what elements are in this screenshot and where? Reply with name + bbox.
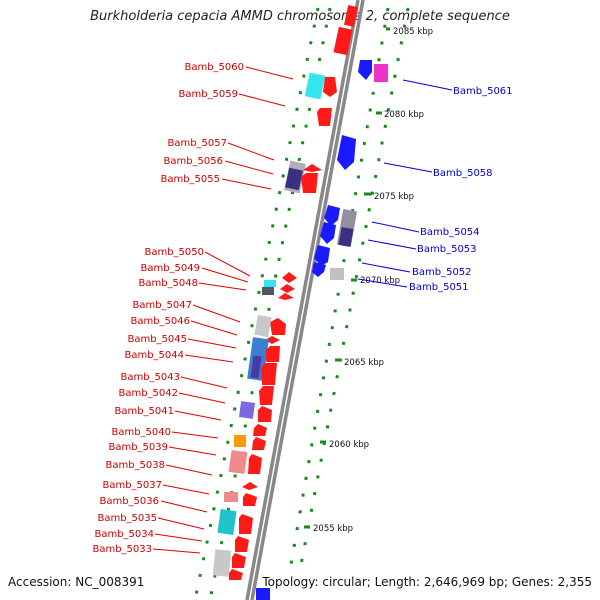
gene-box (264, 280, 276, 287)
gene-arrow (320, 222, 336, 244)
gene-arrow (265, 336, 280, 344)
gene-label-bamb-5059[interactable]: Bamb_5059 (178, 89, 238, 100)
forward-gene-labels: Bamb_5060 Bamb_5059 Bamb_5057 Bamb_5056 … (92, 62, 244, 555)
gene-arrow (243, 493, 257, 506)
gene-label-bamb-5035[interactable]: Bamb_5035 (97, 513, 157, 524)
gene-box (228, 449, 248, 475)
forward-strand-genes (212, 5, 358, 580)
gene-label-bamb-5044[interactable]: Bamb_5044 (124, 350, 184, 361)
gene-arrow (248, 454, 262, 474)
chromosome-backbone (245, 0, 365, 600)
gene-label-bamb-5049[interactable]: Bamb_5049 (140, 263, 200, 274)
gene-label-bamb-5057[interactable]: Bamb_5057 (167, 138, 227, 149)
gene-label-bamb-5047[interactable]: Bamb_5047 (132, 300, 192, 311)
gene-arrow (261, 363, 277, 385)
gene-arrow (312, 262, 326, 277)
gene-arrow (270, 318, 286, 335)
gene-label-bamb-5045[interactable]: Bamb_5045 (127, 334, 187, 345)
gene-box (262, 287, 274, 295)
scale-label-2080: 2080 kbp (384, 110, 424, 120)
gene-label-bamb-5036[interactable]: Bamb_5036 (99, 496, 159, 507)
gene-box (285, 167, 303, 191)
gene-arrow (252, 437, 266, 450)
gene-box (250, 355, 262, 379)
scale-label-2075: 2075 kbp (374, 192, 414, 202)
gene-label-bamb-5054[interactable]: Bamb_5054 (420, 227, 480, 238)
gene-arrow (324, 205, 340, 226)
gene-arrow (266, 346, 280, 362)
scale-label-2060: 2060 kbp (329, 440, 369, 450)
gene-label-bamb-5038[interactable]: Bamb_5038 (105, 460, 165, 471)
gene-arrow (235, 536, 249, 552)
gene-arrow (258, 406, 272, 422)
gene-label-bamb-5051[interactable]: Bamb_5051 (409, 282, 469, 293)
scale-ticks (304, 27, 390, 529)
gene-label-bamb-5042[interactable]: Bamb_5042 (118, 388, 178, 399)
gene-label-bamb-5034[interactable]: Bamb_5034 (94, 529, 154, 540)
gene-arrow (280, 284, 295, 293)
gene-box (212, 549, 232, 577)
reverse-leader-lines (357, 79, 453, 288)
gene-box (330, 268, 344, 280)
gene-box (234, 435, 246, 447)
gene-arrow (323, 77, 337, 97)
gene-arrow (229, 569, 243, 580)
gene-arrow (314, 245, 330, 266)
scale-label-2065: 2065 kbp (344, 358, 384, 368)
gene-label-bamb-5046[interactable]: Bamb_5046 (130, 316, 190, 327)
gene-label-bamb-5058[interactable]: Bamb_5058 (433, 168, 493, 179)
gene-box (256, 588, 270, 600)
guide-tracks (193, 7, 410, 600)
gene-label-bamb-5055[interactable]: Bamb_5055 (160, 174, 220, 185)
gene-box (338, 227, 354, 247)
gene-arrow (301, 173, 318, 193)
gene-label-bamb-5033[interactable]: Bamb_5033 (92, 544, 152, 555)
gene-label-bamb-5050[interactable]: Bamb_5050 (144, 247, 204, 258)
gene-label-bamb-5052[interactable]: Bamb_5052 (412, 267, 472, 278)
gene-box (224, 492, 238, 502)
gene-arrow (259, 386, 274, 405)
gene-label-bamb-5041[interactable]: Bamb_5041 (114, 406, 174, 417)
gene-arrow (242, 482, 258, 490)
gene-arrow (337, 135, 356, 170)
map-title: Burkholderia cepacia AMMD chromosome 2, … (90, 9, 510, 24)
gene-label-bamb-5037[interactable]: Bamb_5037 (102, 480, 162, 491)
reverse-strand-genes (256, 60, 388, 600)
gene-label-bamb-5060[interactable]: Bamb_5060 (184, 62, 244, 73)
gene-box (217, 509, 237, 535)
gene-arrow (232, 553, 246, 568)
scale-label-2055: 2055 kbp (313, 524, 353, 534)
gene-arrow (282, 272, 297, 283)
outer-right-guide (298, 7, 410, 571)
gene-arrow (303, 164, 322, 172)
scale-label-2070: 2070 kbp (360, 276, 400, 286)
scale-labels: 2085 kbp 2080 kbp 2075 kbp 2070 kbp 2065… (313, 27, 433, 534)
gene-arrow (317, 108, 332, 126)
gene-arrow (239, 514, 253, 534)
gene-label-bamb-5043[interactable]: Bamb_5043 (120, 372, 180, 383)
gene-box (254, 314, 272, 338)
gene-label-bamb-5056[interactable]: Bamb_5056 (163, 156, 223, 167)
gene-arrow (358, 60, 372, 80)
gene-arrow (278, 293, 294, 300)
gene-box (304, 72, 326, 100)
gene-label-bamb-5048[interactable]: Bamb_5048 (138, 278, 198, 289)
accession-label: Accession: NC_008391 (8, 575, 145, 589)
reverse-gene-labels: Bamb_5061 Bamb_5058 Bamb_5054 Bamb_5053 … (409, 86, 513, 293)
gene-label-bamb-5039[interactable]: Bamb_5039 (108, 442, 168, 453)
genome-summary: Topology: circular; Length: 2,646,969 bp… (262, 575, 592, 589)
gene-box (344, 5, 358, 27)
gene-label-bamb-5040[interactable]: Bamb_5040 (111, 427, 171, 438)
scale-label-2085: 2085 kbp (393, 27, 433, 37)
gene-arrow (253, 424, 267, 436)
gene-box (333, 26, 353, 56)
forward-leader-lines (152, 66, 294, 554)
gene-box (238, 401, 256, 419)
gene-label-bamb-5053[interactable]: Bamb_5053 (417, 244, 477, 255)
gene-box (374, 64, 388, 82)
gene-label-bamb-5061[interactable]: Bamb_5061 (453, 86, 513, 97)
